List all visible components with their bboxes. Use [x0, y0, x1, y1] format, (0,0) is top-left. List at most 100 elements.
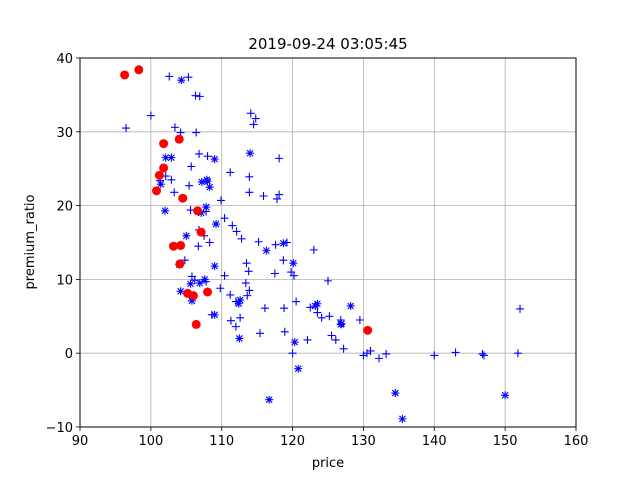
plus-point — [194, 242, 203, 251]
star-point — [205, 183, 214, 192]
circle-point — [203, 287, 213, 297]
star-point — [210, 155, 219, 164]
plus-point — [242, 259, 251, 268]
x-tick-label: 100 — [138, 434, 163, 449]
plus-point — [228, 221, 237, 230]
plus-point — [245, 188, 254, 197]
plus-point — [191, 91, 200, 100]
plus-point — [513, 349, 522, 358]
plus-point — [362, 349, 371, 358]
circle-point — [178, 193, 188, 203]
plus-point — [226, 290, 235, 299]
plus-point — [167, 175, 176, 184]
y-axis-ticks: −10 0 10 20 30 40 — [46, 52, 80, 436]
plus-point — [249, 120, 258, 129]
data-points — [120, 65, 525, 423]
x-tick-label: 120 — [280, 434, 305, 449]
plus-point — [270, 269, 279, 278]
x-tick-label: 150 — [493, 434, 518, 449]
plus-point — [232, 227, 241, 236]
star-point — [203, 177, 212, 186]
plus-point — [220, 271, 229, 280]
star-point — [177, 76, 186, 85]
plus-point — [231, 322, 240, 331]
plus-point — [259, 192, 268, 201]
star-point — [294, 364, 303, 373]
plus-point — [185, 181, 194, 190]
circle-point — [154, 170, 164, 180]
plus-point — [303, 335, 312, 344]
plus-point — [280, 304, 289, 313]
star-point — [200, 275, 209, 284]
plus-point — [220, 214, 229, 223]
plus-point — [292, 297, 301, 306]
chart-title: 2019-09-24 03:05:45 — [248, 35, 407, 53]
plus-point — [327, 331, 336, 340]
plus-point — [451, 348, 460, 357]
star-point — [176, 287, 185, 296]
plus-point — [237, 234, 246, 243]
y-tick-label: 0 — [65, 347, 73, 362]
plus-point — [184, 73, 193, 82]
star-point — [265, 395, 274, 404]
y-tick-label: 30 — [56, 126, 73, 141]
circle-point — [188, 291, 198, 301]
plus-point — [317, 313, 326, 322]
plus-point — [275, 190, 284, 199]
plus-point — [165, 72, 174, 81]
plus-point — [243, 291, 252, 300]
plus-point — [280, 327, 289, 336]
star-point — [195, 279, 204, 288]
circle-point — [152, 186, 162, 196]
star-point — [234, 299, 243, 308]
star-point — [262, 246, 271, 255]
circle-point — [169, 241, 179, 251]
plus-point — [246, 109, 255, 118]
plus-point — [187, 162, 196, 171]
star-point — [212, 220, 221, 229]
plus-point — [244, 267, 253, 276]
star-point — [210, 262, 219, 271]
plus-point — [279, 256, 288, 265]
plus-point — [288, 349, 297, 358]
x-tick-label: 130 — [351, 434, 376, 449]
plus-point — [254, 237, 263, 246]
plus-point — [430, 351, 439, 360]
plus-point — [325, 312, 334, 321]
circle-point — [159, 163, 169, 173]
plot-frame — [79, 57, 577, 428]
plus-point — [306, 303, 315, 312]
star-point — [236, 296, 245, 305]
plus-point — [260, 304, 269, 313]
star-point — [313, 299, 322, 308]
plus-point — [339, 344, 348, 353]
circle-point — [120, 70, 130, 80]
plus-point — [251, 114, 260, 123]
star-point — [235, 334, 244, 343]
x-tick-label: 160 — [564, 434, 589, 449]
circle-point — [175, 259, 185, 269]
plus-point — [170, 123, 179, 132]
star-point — [167, 153, 176, 162]
star-point — [246, 149, 255, 158]
star-point — [187, 296, 196, 305]
plus-point — [195, 92, 204, 101]
circle-point — [191, 319, 201, 329]
star-point — [398, 414, 407, 423]
x-axis-label: price — [312, 456, 344, 471]
y-tick-label: 10 — [56, 273, 73, 288]
circle-point — [193, 206, 203, 216]
star-point — [161, 153, 170, 162]
x-axis-ticks: 90 100 110 120 130 140 150 160 — [72, 427, 589, 449]
star-point — [337, 319, 346, 328]
circle-point — [363, 325, 373, 335]
plus-point — [170, 188, 179, 197]
star-point — [290, 338, 299, 347]
star-point — [289, 259, 298, 268]
plus-point — [146, 111, 155, 120]
star-point — [279, 239, 288, 248]
plus-point — [203, 152, 212, 161]
circle-point — [159, 139, 169, 149]
star-point — [210, 310, 219, 319]
